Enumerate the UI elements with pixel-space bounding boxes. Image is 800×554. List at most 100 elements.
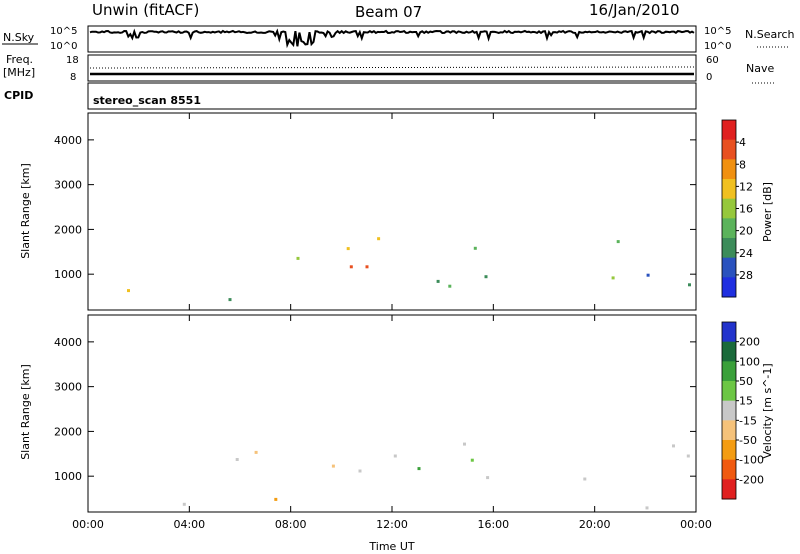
y-tick-label: 3000 <box>54 381 82 394</box>
colorbar-swatch <box>722 238 736 259</box>
colorbar-swatch <box>722 257 736 278</box>
nave-tick-bottom: 0 <box>706 72 712 83</box>
power-colorbar: 4 8 12 16 20 24 28 <box>721 119 753 298</box>
freq-unit: [MHz] <box>3 66 35 79</box>
colorbar-tick-label: -100 <box>739 454 764 467</box>
freq-tick-bottom: 8 <box>70 72 76 83</box>
colorbar-swatch <box>722 361 736 382</box>
colorbar-swatch <box>722 120 736 141</box>
date-title: 16/Jan/2010 <box>589 1 680 19</box>
x-tick-label: 12:00 <box>376 518 408 531</box>
colorbar-swatch <box>722 420 736 441</box>
colorbar-swatch <box>722 277 736 298</box>
freq-panel: Freq. [MHz] 18 8 60 0 Nave <box>3 53 775 84</box>
colorbar-swatch <box>722 440 736 461</box>
echo-cell <box>296 256 300 260</box>
colorbar-tick-label: 28 <box>739 269 753 282</box>
echo-cell <box>672 444 675 448</box>
echo-cell <box>470 458 474 462</box>
colorbar-swatch <box>722 400 736 421</box>
x-tick-label: 00:00 <box>680 518 712 531</box>
echo-cell <box>127 289 130 293</box>
echo-cell <box>235 458 239 461</box>
echo-cell <box>228 298 232 302</box>
colorbar-tick-label: -15 <box>739 414 757 427</box>
echo-cell <box>436 279 440 283</box>
time-axis-label: Time UT <box>368 540 414 553</box>
nave-trace <box>89 66 695 69</box>
colorbar-tick-label: 200 <box>739 336 760 349</box>
echo-cell <box>346 247 350 251</box>
freq-label: Freq. <box>6 53 33 66</box>
nsky-label: N.Sky <box>3 31 35 44</box>
power-ylabel: Slant Range [km] <box>19 163 32 259</box>
echo-cell <box>583 477 587 481</box>
colorbar-swatch <box>722 459 736 480</box>
echo-cell <box>463 442 466 446</box>
colorbar-tick-label: 12 <box>739 180 753 193</box>
colorbar-tick-label: 4 <box>739 136 746 149</box>
nsearch-tick-top: 10^5 <box>704 26 731 37</box>
colorbar-swatch <box>722 322 736 343</box>
power-colorbar-label: Power [dB] <box>761 182 774 242</box>
nsearch-tick-bottom: 10^0 <box>704 41 731 52</box>
echo-cell <box>274 497 278 501</box>
colorbar-tick-label: 15 <box>739 395 753 408</box>
x-tick-label: 20:00 <box>579 518 611 531</box>
echo-cell <box>358 469 362 473</box>
x-tick-label: 08:00 <box>275 518 307 531</box>
colorbar-tick-label: -50 <box>739 434 757 447</box>
echo-cell <box>646 273 650 277</box>
echo-cell <box>616 240 620 244</box>
cpid-value: stereo_scan 8551 <box>93 94 201 107</box>
echo-cell <box>645 506 649 510</box>
echo-cell <box>688 283 691 287</box>
x-tick-label: 04:00 <box>173 518 205 531</box>
colorbar-swatch <box>722 381 736 402</box>
colorbar-swatch <box>722 341 736 362</box>
velocity-ylabel: Slant Range [km] <box>19 364 32 460</box>
velocity-colorbar: 200 100 50 15 -15 -50 -100 -200 <box>721 321 764 500</box>
x-tick-label: 16:00 <box>477 518 509 531</box>
echo-cell <box>486 476 490 480</box>
y-tick-label: 2000 <box>54 223 82 236</box>
colorbar-tick-label: 8 <box>739 158 746 171</box>
nave-tick-top: 60 <box>706 55 719 66</box>
echo-cell <box>331 464 335 468</box>
colorbar-tick-label: 100 <box>739 355 760 368</box>
power-xticks <box>87 113 697 310</box>
nsearch-label: N.Search <box>745 28 795 41</box>
power-echo-cells <box>127 237 691 302</box>
nsky-tick-top: 10^5 <box>50 26 77 37</box>
colorbar-tick-label: 16 <box>739 203 753 216</box>
colorbar-swatch <box>722 179 736 200</box>
colorbar-tick-label: 20 <box>739 225 753 238</box>
x-tick-label: 00:00 <box>72 518 104 531</box>
y-tick-label: 1000 <box>54 470 82 483</box>
cpid-panel: CPID stereo_scan 8551 <box>4 82 697 110</box>
echo-cell <box>448 284 452 288</box>
echo-cell <box>254 450 258 454</box>
colorbar-swatch <box>722 479 736 500</box>
colorbar-tick-label: 50 <box>739 375 753 388</box>
velocity-xticks: 00:00 04:00 08:00 12:00 16:00 20:00 00:00 <box>72 315 712 531</box>
echo-cell <box>377 237 381 241</box>
y-tick-label: 3000 <box>54 179 82 192</box>
y-tick-label: 2000 <box>54 425 82 438</box>
cpid-label: CPID <box>4 89 33 102</box>
echo-cell <box>611 276 615 280</box>
echo-cell <box>473 246 477 250</box>
power-yticks: 1000 2000 3000 4000 <box>54 134 696 281</box>
colorbar-swatch <box>722 198 736 219</box>
colorbar-tick-label: -200 <box>739 473 764 486</box>
colorbar-swatch <box>722 139 736 160</box>
colorbar-swatch <box>722 159 736 180</box>
velocity-yticks: 1000 2000 3000 4000 <box>54 336 696 483</box>
nsky-panel: N.Sky 10^5 10^0 10^5 10^0 N.Search <box>2 25 795 53</box>
freq-tick-top: 18 <box>66 55 79 66</box>
velocity-colorbar-label: Velocity [m s^-1] <box>761 363 774 458</box>
y-tick-label: 1000 <box>54 268 82 281</box>
echo-cell <box>484 275 488 279</box>
